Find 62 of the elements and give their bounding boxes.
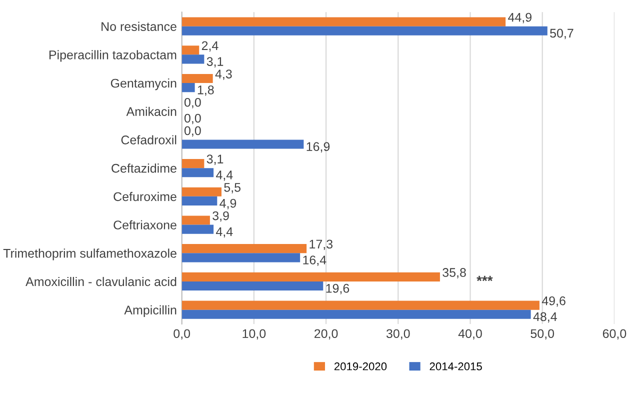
- x-tick-label: 60,0: [602, 329, 626, 340]
- bar: [182, 17, 506, 26]
- data-label: 2,4: [202, 41, 218, 52]
- bar: [182, 187, 222, 196]
- data-label: 4,4: [216, 227, 233, 238]
- data-label: 44,9: [508, 12, 532, 24]
- x-tick-label: 40,0: [458, 329, 482, 340]
- data-label: 0,0: [184, 114, 201, 124]
- x-tick-label: 50,0: [530, 329, 554, 340]
- bar: [182, 281, 324, 291]
- bar: [182, 83, 195, 92]
- legend-label: 2019-2020: [334, 362, 387, 370]
- bar: [182, 310, 531, 319]
- data-label: 48,4: [533, 312, 557, 323]
- bar: [182, 26, 548, 36]
- x-tick-label: 20,0: [314, 329, 338, 340]
- y-tick-label: Cefuroxime: [114, 192, 176, 202]
- bar: [182, 140, 304, 149]
- bar: [182, 300, 540, 310]
- bar: [182, 74, 213, 84]
- data-label: 19,6: [326, 284, 350, 294]
- bar: [182, 159, 204, 168]
- y-tick-label: Gentamycin: [110, 78, 176, 90]
- data-label: 4,4: [216, 170, 233, 181]
- data-label: 35,8: [442, 268, 466, 278]
- y-tick-label: Cefadroxil: [121, 135, 176, 144]
- y-tick-label: Ampicillin: [124, 305, 176, 317]
- bar: [182, 216, 210, 225]
- data-label: 4,9: [220, 198, 236, 210]
- data-label: 3,9: [212, 211, 229, 222]
- data-label: 17,3: [310, 240, 333, 250]
- bar: [182, 54, 204, 64]
- data-label: 16,9: [306, 142, 330, 152]
- y-tick-label: Ceftriaxone: [114, 220, 176, 230]
- y-tick-label: No resistance: [102, 22, 176, 31]
- annotation: ***: [476, 276, 493, 282]
- legend-label: 2014-2015: [430, 362, 482, 370]
- data-label: 1,8: [198, 85, 214, 96]
- bar: [182, 224, 214, 234]
- data-label: 3,1: [206, 57, 224, 68]
- bar: [182, 253, 300, 262]
- bar: [182, 272, 440, 282]
- bar: [182, 244, 307, 254]
- data-label: 50,7: [550, 28, 574, 40]
- x-tick-label: 0,0: [174, 329, 190, 340]
- bar: [182, 46, 200, 55]
- data-label: 4,3: [215, 70, 232, 80]
- y-tick-label: Amikacin: [126, 106, 176, 116]
- data-label: 0,0: [184, 126, 201, 137]
- data-label: 5,5: [224, 183, 241, 194]
- x-tick-label: 30,0: [386, 329, 410, 340]
- bar: [182, 168, 214, 178]
- x-tick-label: 10,0: [242, 329, 266, 340]
- data-label: 0,0: [184, 98, 201, 108]
- y-tick-label: Amoxicillin - clavulanic acid: [26, 276, 176, 286]
- y-tick-label: Piperacillin tazobactam: [49, 50, 176, 62]
- data-label: 49,6: [542, 296, 566, 307]
- data-label: 3,1: [206, 154, 224, 165]
- data-label: 16,4: [303, 256, 326, 266]
- y-tick-label: Ceftazidime: [112, 164, 176, 173]
- bar: [182, 196, 218, 206]
- y-tick-label: Trimethoprim sulfamethoxazole: [3, 248, 176, 260]
